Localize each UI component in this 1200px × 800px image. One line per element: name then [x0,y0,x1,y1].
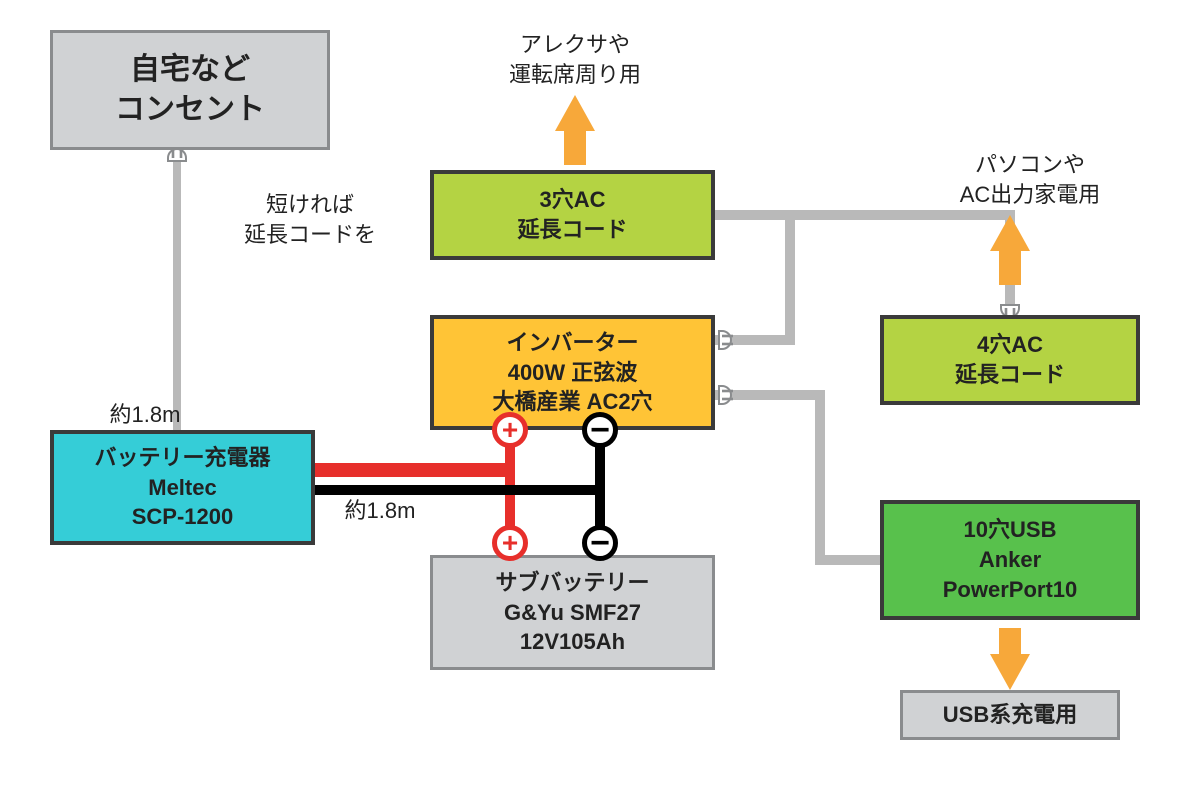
node-usbhub-line: Anker [979,545,1041,575]
node-ext4-line: 4穴AC [977,330,1043,360]
label-len1: 約1.8m [85,400,205,430]
node-ext4-line: 延長コード [955,360,1065,390]
label-alexa: アレクサや運転席周り用 [460,30,690,89]
node-charger-line: Meltec [148,473,216,503]
node-outlet-line: コンセント [115,90,265,131]
node-usbhub-line: PowerPort10 [943,575,1078,605]
node-ext4: 4穴AC延長コード [880,315,1140,405]
node-inverter: インバーター400W 正弦波大橋産業 AC2穴 [430,315,715,430]
terminal-minus-icon: − [582,525,618,561]
node-ext3: 3穴AC延長コード [430,170,715,260]
node-charger-line: バッテリー充電器 [94,443,270,473]
node-battery-line: G&Yu SMF27 [504,598,641,628]
node-ext3-line: 延長コード [517,215,627,245]
label-extNote: 短ければ延長コードを [200,190,420,249]
node-ext3-line: 3穴AC [539,185,605,215]
node-battery-line: サブバッテリー [495,568,649,598]
terminal-minus-icon: − [582,412,618,448]
node-battery: サブバッテリーG&Yu SMF2712V105Ah [430,555,715,670]
node-charger-line: SCP-1200 [132,502,234,532]
node-outlet: 自宅などコンセント [50,30,330,150]
node-inverter-line: 400W 正弦波 [508,358,638,388]
node-usbLabel-line: USB系充電用 [943,700,1077,730]
node-inverter-line: インバーター [506,328,638,358]
node-battery-line: 12V105Ah [520,627,625,657]
label-len2: 約1.8m [320,496,440,526]
terminal-plus-icon: + [492,525,528,561]
node-usbhub-line: 10穴USB [964,515,1057,545]
node-charger: バッテリー充電器MeltecSCP-1200 [50,430,315,545]
terminal-plus-icon: + [492,412,528,448]
node-usbhub: 10穴USBAnkerPowerPort10 [880,500,1140,620]
node-usbLabel: USB系充電用 [900,690,1120,740]
label-pc: パソコンやAC出力家電用 [920,150,1140,209]
node-outlet-line: 自宅など [130,50,250,91]
